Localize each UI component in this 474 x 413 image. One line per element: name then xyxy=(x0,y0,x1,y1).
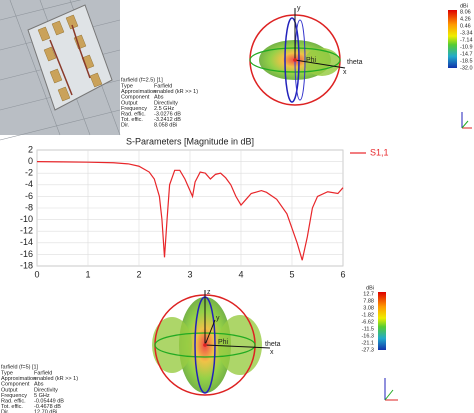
colorbar-label: 3.08 xyxy=(363,305,374,311)
info-box xyxy=(0,363,96,413)
colorbar-label: -1.82 xyxy=(361,312,374,318)
info-box xyxy=(120,76,200,132)
y-tick-label: 0 xyxy=(28,156,33,166)
y-tick-label: 2 xyxy=(28,144,33,154)
axis-label: Phi xyxy=(306,57,317,64)
y-tick-label: -10 xyxy=(20,214,33,224)
colorbar-top xyxy=(448,10,457,68)
info-value: enabled (kR >> 1) xyxy=(34,376,78,382)
info-value: Abs xyxy=(154,95,164,101)
info-key: Output xyxy=(1,387,18,393)
y-tick-label: -16 xyxy=(20,249,33,259)
axis-label: x xyxy=(270,349,274,356)
colorbar-label: -14.7 xyxy=(460,51,473,57)
y-tick-label: -18 xyxy=(20,260,33,270)
x-tick-label: 0 xyxy=(34,269,39,279)
info-key: Type xyxy=(1,370,13,376)
colorbar-label: -18.5 xyxy=(460,58,473,64)
info-key: Frequency xyxy=(121,106,147,112)
x-tick-label: 2 xyxy=(136,269,141,279)
axis-label: x xyxy=(343,69,347,76)
info-value: Abs xyxy=(34,382,44,388)
antenna-view xyxy=(0,0,121,141)
axis-label: theta xyxy=(265,341,281,348)
colorbar-label: -10.9 xyxy=(460,44,473,50)
info-value: enabled (kR >> 1) xyxy=(154,89,198,95)
colorbar-label: -7.14 xyxy=(460,37,473,43)
info-value: 5 GHz xyxy=(34,393,50,399)
info-key: Tot. effic. xyxy=(121,117,143,123)
info-title: farfield (f=2.5) [1] xyxy=(121,77,163,83)
y-tick-label: -2 xyxy=(25,168,33,178)
info-value: -3.2412 dB xyxy=(154,117,181,123)
colorbar-unit: dBi xyxy=(460,3,468,9)
colorbar-label: 0.46 xyxy=(460,23,471,29)
chart-title: S-Parameters [Magnitude in dB] xyxy=(126,136,254,146)
axis-label: Phi xyxy=(218,339,229,346)
colorbar-label: -3.34 xyxy=(460,30,473,36)
axis-label: y xyxy=(216,315,220,322)
y-tick-label: -6 xyxy=(25,191,33,201)
y-tick-label: -4 xyxy=(25,179,33,189)
farfield-3d-top xyxy=(249,8,346,106)
colorbar-label: -27.3 xyxy=(361,347,374,353)
info-title: farfield (f=5) [1] xyxy=(1,364,39,370)
info-key: Frequency xyxy=(1,393,27,399)
info-value: 12.70 dBi xyxy=(34,410,57,413)
info-key: Dir. xyxy=(121,123,130,129)
colorbar-label: 7.88 xyxy=(363,298,374,304)
axis-label: y xyxy=(297,5,301,12)
axis-label: theta xyxy=(347,59,363,66)
info-key: Rad. effic. xyxy=(1,398,26,404)
info-key: Dir. xyxy=(1,410,10,413)
colorbar-label: -11.5 xyxy=(362,326,374,332)
x-tick-label: 6 xyxy=(340,269,345,279)
axis-triad xyxy=(384,112,472,401)
y-tick-label: -12 xyxy=(20,226,33,236)
x-tick-label: 4 xyxy=(238,269,243,279)
info-value: Farfield xyxy=(34,370,52,376)
colorbar-bottom xyxy=(378,292,386,350)
info-value: Directivity xyxy=(34,387,58,393)
info-key: Rad. effic. xyxy=(121,111,146,117)
y-tick-label: -14 xyxy=(20,237,33,247)
x-tick-label: 1 xyxy=(85,269,90,279)
info-value: Farfield xyxy=(154,83,172,89)
info-key: Approximation xyxy=(121,89,156,95)
colorbar-label: 8.06 xyxy=(460,9,471,15)
colorbar-label: -16.3 xyxy=(361,333,374,339)
farfield-3d-bottom xyxy=(152,290,271,396)
info-value: -0.05449 dB xyxy=(34,398,64,404)
info-value: -0.4678 dB xyxy=(34,404,61,410)
colorbar-label: 12.7 xyxy=(363,291,374,297)
info-key: Component xyxy=(1,382,30,388)
colorbar-label: -21.1 xyxy=(361,340,374,346)
colorbar-label: -6.62 xyxy=(361,319,374,325)
data-line xyxy=(36,161,344,261)
info-key: Approximation xyxy=(1,376,36,382)
colorbar-label: -32.0 xyxy=(460,65,473,71)
info-value: -3.0276 dB xyxy=(154,111,181,117)
colorbar-unit: dBi xyxy=(366,285,374,291)
colorbar-label: 4.26 xyxy=(460,16,471,22)
legend-label: S1,1 xyxy=(370,147,389,157)
info-value: 8.058 dBi xyxy=(154,123,177,129)
info-key: Tot. effic. xyxy=(1,404,23,410)
info-key: Type xyxy=(121,83,133,89)
info-value: Directivity xyxy=(154,100,178,106)
info-key: Output xyxy=(121,100,138,106)
y-tick-label: -8 xyxy=(25,202,33,212)
axis-label: z xyxy=(207,289,211,296)
x-tick-label: 5 xyxy=(289,269,294,279)
info-value: 2.5 GHz xyxy=(154,106,174,112)
x-tick-label: 3 xyxy=(187,269,192,279)
info-key: Component xyxy=(121,95,150,101)
